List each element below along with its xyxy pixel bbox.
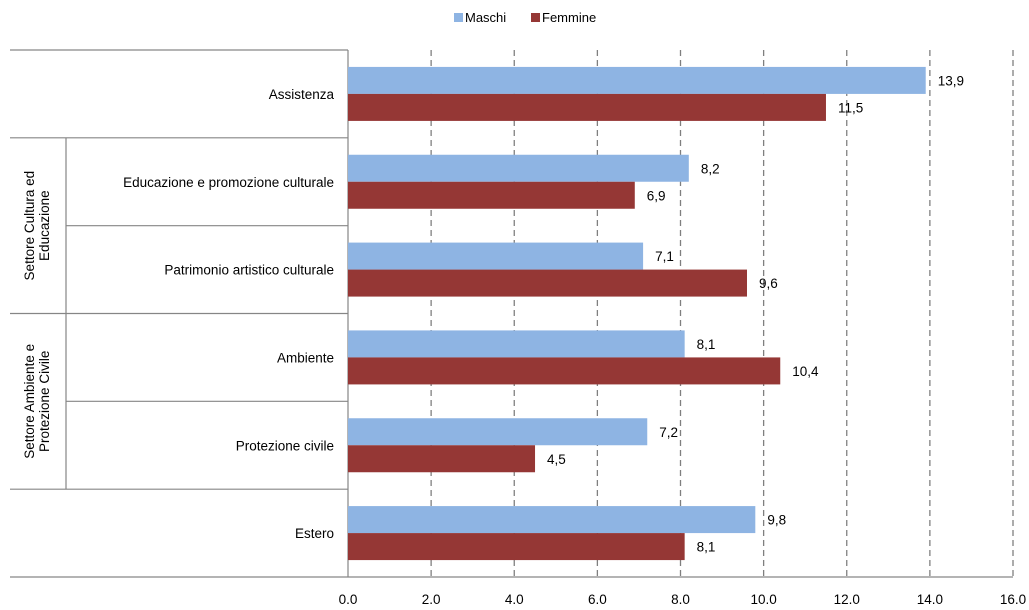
bar-maschi-ambiente [348, 330, 685, 358]
bar-maschi-estero [348, 506, 756, 534]
x-tick-label: 10.0 [750, 592, 776, 607]
bar-maschi-protezione-civile [348, 418, 648, 446]
category-label-educazione-e-promozione-culturale: Educazione e promozione culturale [123, 175, 334, 190]
category-labels: Assistenza Educazione e promozione cultur… [123, 87, 334, 541]
bar-maschi-assistenza [348, 66, 926, 94]
data-label-femmine-educazione-e-promozione-culturale: 6,9 [647, 188, 666, 203]
group-label-settore-ambiente-e-protezione-civile: Settore Ambiente eProtezione Civile [22, 344, 52, 459]
x-tick-label: 16.0 [1000, 592, 1026, 607]
group-label-line: Settore Cultura ed [22, 171, 37, 281]
bar-femmine-protezione-civile [348, 445, 536, 473]
legend-label-femmine: Femmine [542, 10, 596, 25]
data-label-maschi-assistenza: 13,9 [938, 73, 964, 88]
category-label-ambiente: Ambiente [277, 350, 334, 365]
group-label-line: Educazione [37, 190, 52, 261]
bar-femmine-estero [348, 533, 685, 561]
legend-swatch-femmine [531, 13, 540, 22]
bar-maschi-educazione-e-promozione-culturale [348, 154, 689, 182]
category-axis-frame [10, 49, 1013, 578]
bar-femmine-ambiente [348, 357, 781, 385]
x-tick-label: 4.0 [505, 592, 524, 607]
data-label-maschi-educazione-e-promozione-culturale: 8,2 [701, 161, 720, 176]
x-tick-label: 0.0 [339, 592, 358, 607]
group-label-settore-cultura-ed-educazione: Settore Cultura edEducazione [22, 171, 52, 281]
group-labels: Settore Cultura edEducazione Settore Ambi… [22, 171, 52, 459]
legend-swatch-maschi [454, 13, 463, 22]
data-label-femmine-estero: 8,1 [697, 540, 716, 555]
bars [348, 66, 926, 561]
data-label-femmine-protezione-civile: 4,5 [547, 452, 566, 467]
legend-label-maschi: Maschi [465, 10, 506, 25]
data-label-maschi-protezione-civile: 7,2 [659, 425, 678, 440]
x-tick-label: 14.0 [917, 592, 943, 607]
x-tick-label: 2.0 [422, 592, 441, 607]
category-label-estero: Estero [295, 526, 334, 541]
bar-maschi-patrimonio-artistico-culturale [348, 242, 644, 270]
x-tick-labels: 0.0 2.0 4.0 6.0 8.0 10.0 12.0 14.0 16.0 [339, 592, 1027, 607]
bar-femmine-assistenza [348, 93, 826, 121]
data-label-femmine-ambiente: 10,4 [792, 364, 819, 379]
data-label-femmine-patrimonio-artistico-culturale: 9,6 [759, 276, 778, 291]
group-label-line: Protezione Civile [37, 351, 52, 452]
x-tick-label: 12.0 [834, 592, 860, 607]
data-label-maschi-patrimonio-artistico-culturale: 7,1 [655, 249, 674, 264]
legend: Maschi Femmine [454, 10, 596, 25]
group-label-line: Settore Ambiente e [22, 344, 37, 459]
data-label-maschi-estero: 9,8 [767, 513, 786, 528]
category-label-patrimonio-artistico-culturale: Patrimonio artistico culturale [164, 263, 334, 278]
category-label-protezione-civile: Protezione civile [236, 438, 334, 453]
data-label-maschi-ambiente: 8,1 [697, 337, 716, 352]
bar-femmine-patrimonio-artistico-culturale [348, 269, 747, 297]
x-tick-label: 8.0 [671, 592, 690, 607]
grid [430, 50, 1014, 577]
data-label-femmine-assistenza: 11,5 [838, 100, 863, 115]
category-label-assistenza: Assistenza [269, 87, 335, 102]
data-labels: 13,9 11,5 8,2 6,9 7,1 9,6 8,1 10,4 7,2 4,5 9,8 8,1 [547, 73, 964, 554]
bar-femmine-educazione-e-promozione-culturale [348, 181, 635, 209]
x-tick-label: 6.0 [588, 592, 607, 607]
